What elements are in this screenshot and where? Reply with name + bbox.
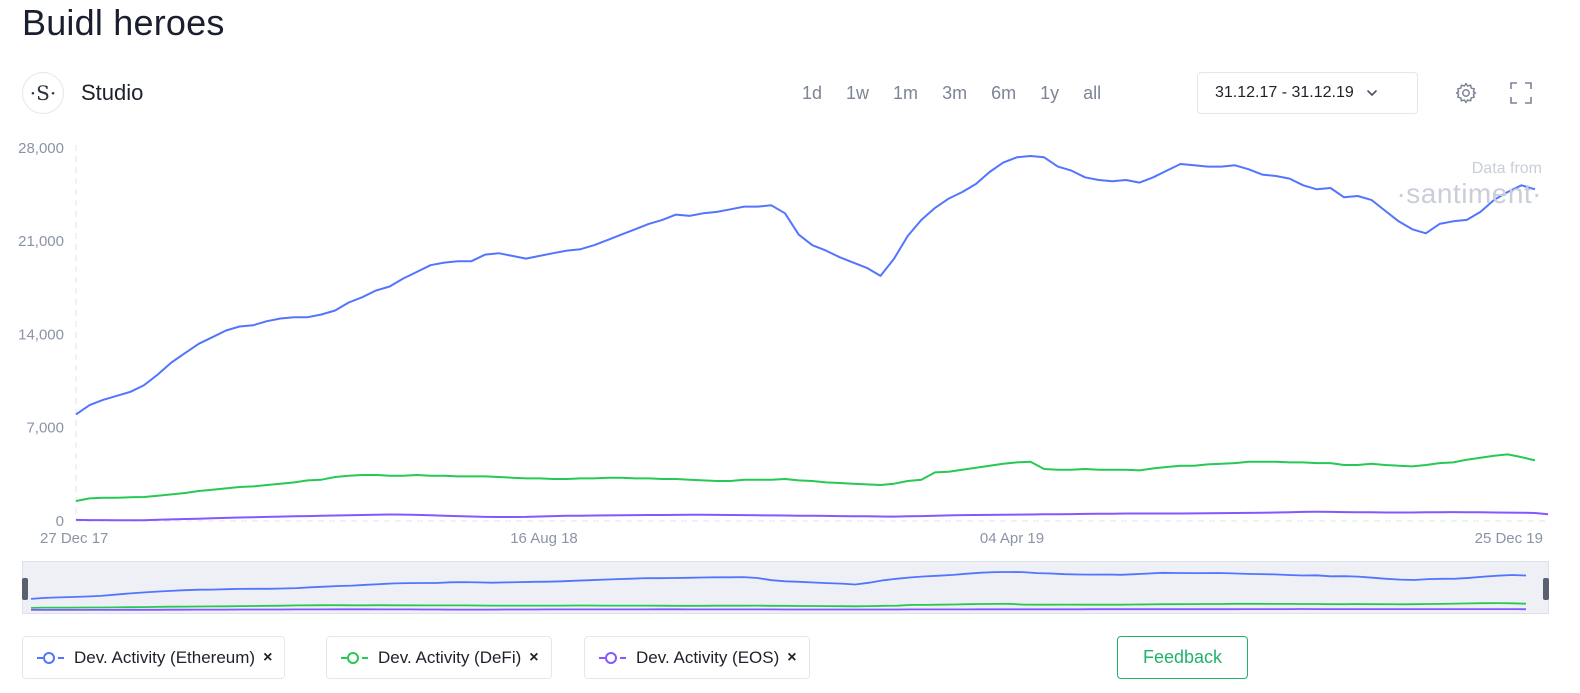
data-source-watermark: Data from ·santiment· [1396, 160, 1542, 210]
series-line [75, 453, 1536, 502]
range-1d-button[interactable]: 1d [802, 83, 823, 103]
legend-line [599, 656, 605, 659]
legend-item-eos[interactable]: Dev. Activity (EOS) × [584, 636, 810, 679]
close-icon[interactable]: × [787, 648, 797, 666]
chevron-down-icon [1366, 89, 1378, 97]
studio-label: Studio [81, 80, 144, 105]
x-tick-label: 16 Aug 18 [510, 530, 578, 547]
close-icon[interactable]: × [529, 648, 539, 666]
legend-marker-icon [347, 651, 359, 664]
watermark-line1: Data from [1471, 160, 1542, 177]
legend-marker-icon [43, 651, 55, 664]
date-range-picker[interactable]: 31.12.17 - 31.12.19 [1197, 72, 1418, 114]
y-tick-label: 14,000 [18, 326, 64, 343]
series-line [75, 155, 1536, 416]
navigator-series-line [30, 571, 1527, 600]
x-tick-label: 25 Dec 19 [1475, 530, 1543, 547]
navigator-series-line [30, 602, 1527, 609]
legend-marker-icon [605, 651, 617, 664]
range-1m-button[interactable]: 1m [893, 83, 919, 103]
fullscreen-icon[interactable] [1508, 80, 1534, 106]
legend-item-defi[interactable]: Dev. Activity (DeFi) × [326, 636, 552, 679]
navigator-right-handle[interactable] [1543, 578, 1549, 600]
range-selector: 1d 1w 1m 3m 6m 1y all [790, 80, 1113, 106]
range-all-button[interactable]: all [1083, 83, 1102, 103]
legend-label: Dev. Activity (DeFi) [378, 647, 522, 667]
chart-navigator[interactable] [22, 561, 1549, 614]
legend-line [620, 656, 626, 659]
legend-line [362, 656, 368, 659]
line-chart[interactable]: 0 7,000 14,000 21,000 28,000 27 Dec 17 16 Aug… [0, 130, 1580, 550]
y-tick-label: 28,000 [18, 140, 64, 157]
legend-line [58, 656, 64, 659]
gear-icon[interactable] [1453, 80, 1479, 106]
legend-label: Dev. Activity (EOS) [636, 647, 780, 667]
navigator-series-line [31, 608, 1527, 611]
range-1y-button[interactable]: 1y [1040, 83, 1060, 103]
range-1w-button[interactable]: 1w [846, 83, 870, 103]
legend-line [37, 656, 43, 659]
x-tick-label: 27 Dec 17 [40, 530, 108, 547]
close-icon[interactable]: × [263, 648, 273, 666]
legend-line [341, 656, 347, 659]
range-6m-button[interactable]: 6m [991, 83, 1017, 103]
legend-item-ethereum[interactable]: Dev. Activity (Ethereum) × [22, 636, 286, 679]
date-range-value: 31.12.17 - 31.12.19 [1215, 84, 1354, 101]
y-tick-label: 7,000 [26, 420, 64, 437]
page-title: Buidl heroes [22, 2, 225, 43]
series-line [75, 510, 1549, 522]
studio-logo[interactable]: ·S· [22, 72, 64, 114]
y-tick-label: 0 [56, 513, 64, 530]
y-tick-label: 21,000 [18, 233, 64, 250]
legend-label: Dev. Activity (Ethereum) [74, 647, 256, 667]
x-tick-label: 04 Apr 19 [980, 530, 1044, 547]
navigator-left-handle[interactable] [22, 578, 28, 600]
feedback-button[interactable]: Feedback [1117, 636, 1248, 679]
range-3m-button[interactable]: 3m [942, 83, 968, 103]
navigator-preview [30, 571, 1527, 611]
watermark-line2: ·santiment· [1396, 178, 1542, 209]
